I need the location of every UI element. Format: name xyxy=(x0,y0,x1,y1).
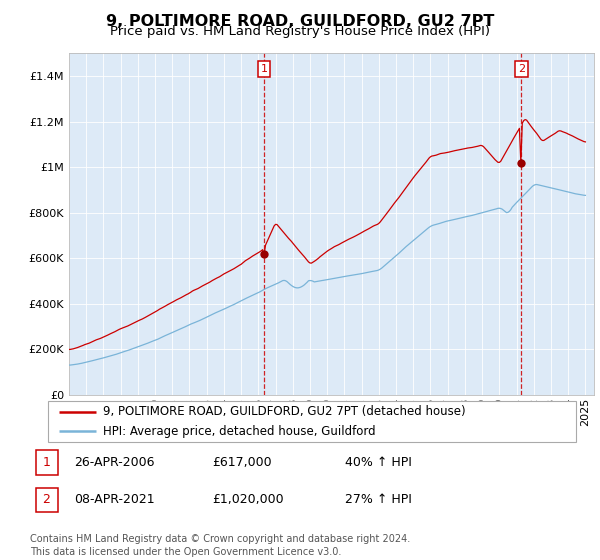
Text: 1: 1 xyxy=(43,456,50,469)
Text: Contains HM Land Registry data © Crown copyright and database right 2024.
This d: Contains HM Land Registry data © Crown c… xyxy=(30,534,410,557)
Text: HPI: Average price, detached house, Guildford: HPI: Average price, detached house, Guil… xyxy=(103,424,376,437)
FancyBboxPatch shape xyxy=(35,450,58,475)
FancyBboxPatch shape xyxy=(48,401,576,441)
Text: 1: 1 xyxy=(260,64,268,74)
Text: 9, POLTIMORE ROAD, GUILDFORD, GU2 7PT (detached house): 9, POLTIMORE ROAD, GUILDFORD, GU2 7PT (d… xyxy=(103,405,466,418)
Text: 26-APR-2006: 26-APR-2006 xyxy=(74,456,155,469)
Text: 08-APR-2021: 08-APR-2021 xyxy=(74,493,155,506)
Text: £1,020,000: £1,020,000 xyxy=(212,493,284,506)
Text: £617,000: £617,000 xyxy=(212,456,272,469)
Text: 2: 2 xyxy=(43,493,50,506)
FancyBboxPatch shape xyxy=(35,488,58,512)
Text: 9, POLTIMORE ROAD, GUILDFORD, GU2 7PT: 9, POLTIMORE ROAD, GUILDFORD, GU2 7PT xyxy=(106,14,494,29)
Text: 40% ↑ HPI: 40% ↑ HPI xyxy=(344,456,412,469)
Text: Price paid vs. HM Land Registry's House Price Index (HPI): Price paid vs. HM Land Registry's House … xyxy=(110,25,490,38)
Text: 27% ↑ HPI: 27% ↑ HPI xyxy=(344,493,412,506)
Text: 2: 2 xyxy=(518,64,525,74)
